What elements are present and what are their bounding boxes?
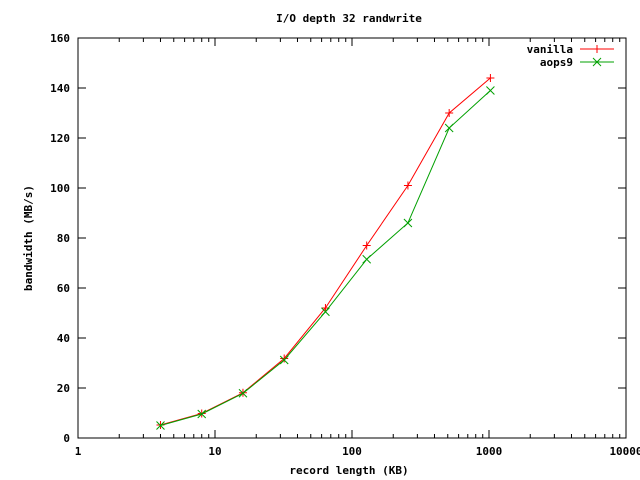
data-point-aops9 — [197, 409, 207, 419]
x-axis-label: record length (KB) — [289, 464, 408, 477]
x-tick-label: 10000 — [609, 445, 640, 458]
series-layer — [156, 74, 495, 430]
series-aops9 — [156, 86, 495, 430]
data-point-aops9 — [321, 307, 330, 317]
y-tick-label: 100 — [50, 182, 70, 195]
y-tick-label: 160 — [50, 32, 70, 45]
y-tick-label: 0 — [63, 432, 70, 445]
data-point-aops9 — [403, 218, 413, 228]
axes: 0 20 40 60 80 100 120 140 160 1 10 100 1000 10000 — [50, 32, 640, 458]
x-tick-label: 1000 — [476, 445, 503, 458]
legend-marker — [593, 45, 601, 53]
x-tick-label: 100 — [342, 445, 362, 458]
data-point-aops9 — [279, 355, 289, 365]
legend-label: vanilla — [527, 43, 573, 56]
data-point-aops9 — [238, 388, 248, 398]
plot-frame — [77, 37, 627, 439]
y-tick-label: 120 — [50, 132, 70, 145]
legend-entry-vanilla: vanilla — [527, 43, 614, 56]
legend-entry-aops9: aops9 — [540, 56, 614, 69]
series-line-aops9 — [160, 90, 491, 426]
data-point-vanilla — [445, 109, 454, 117]
chart-title: I/O depth 32 randwrite — [276, 12, 422, 25]
y-tick-label: 20 — [57, 382, 70, 395]
x-tick-label: 10 — [208, 445, 221, 458]
data-point-vanilla — [280, 354, 289, 363]
legend-marker — [592, 57, 602, 67]
legend-label: aops9 — [540, 56, 573, 69]
series-vanilla — [156, 74, 495, 429]
y-tick-label: 60 — [57, 282, 70, 295]
series-line-vanilla — [160, 77, 491, 426]
y-tick-label: 40 — [57, 332, 70, 345]
data-point-aops9 — [486, 86, 495, 95]
data-point-vanilla — [486, 74, 495, 82]
y-tick-label: 140 — [50, 82, 70, 95]
data-point-aops9 — [444, 123, 454, 133]
data-point-aops9 — [362, 254, 372, 264]
y-axis-label: bandwidth (MB/s) — [22, 185, 35, 291]
data-point-vanilla — [362, 241, 371, 250]
data-point-vanilla — [403, 181, 412, 190]
data-point-aops9 — [156, 421, 165, 430]
x-tick-label: 1 — [75, 445, 82, 458]
y-tick-label: 80 — [57, 232, 70, 245]
